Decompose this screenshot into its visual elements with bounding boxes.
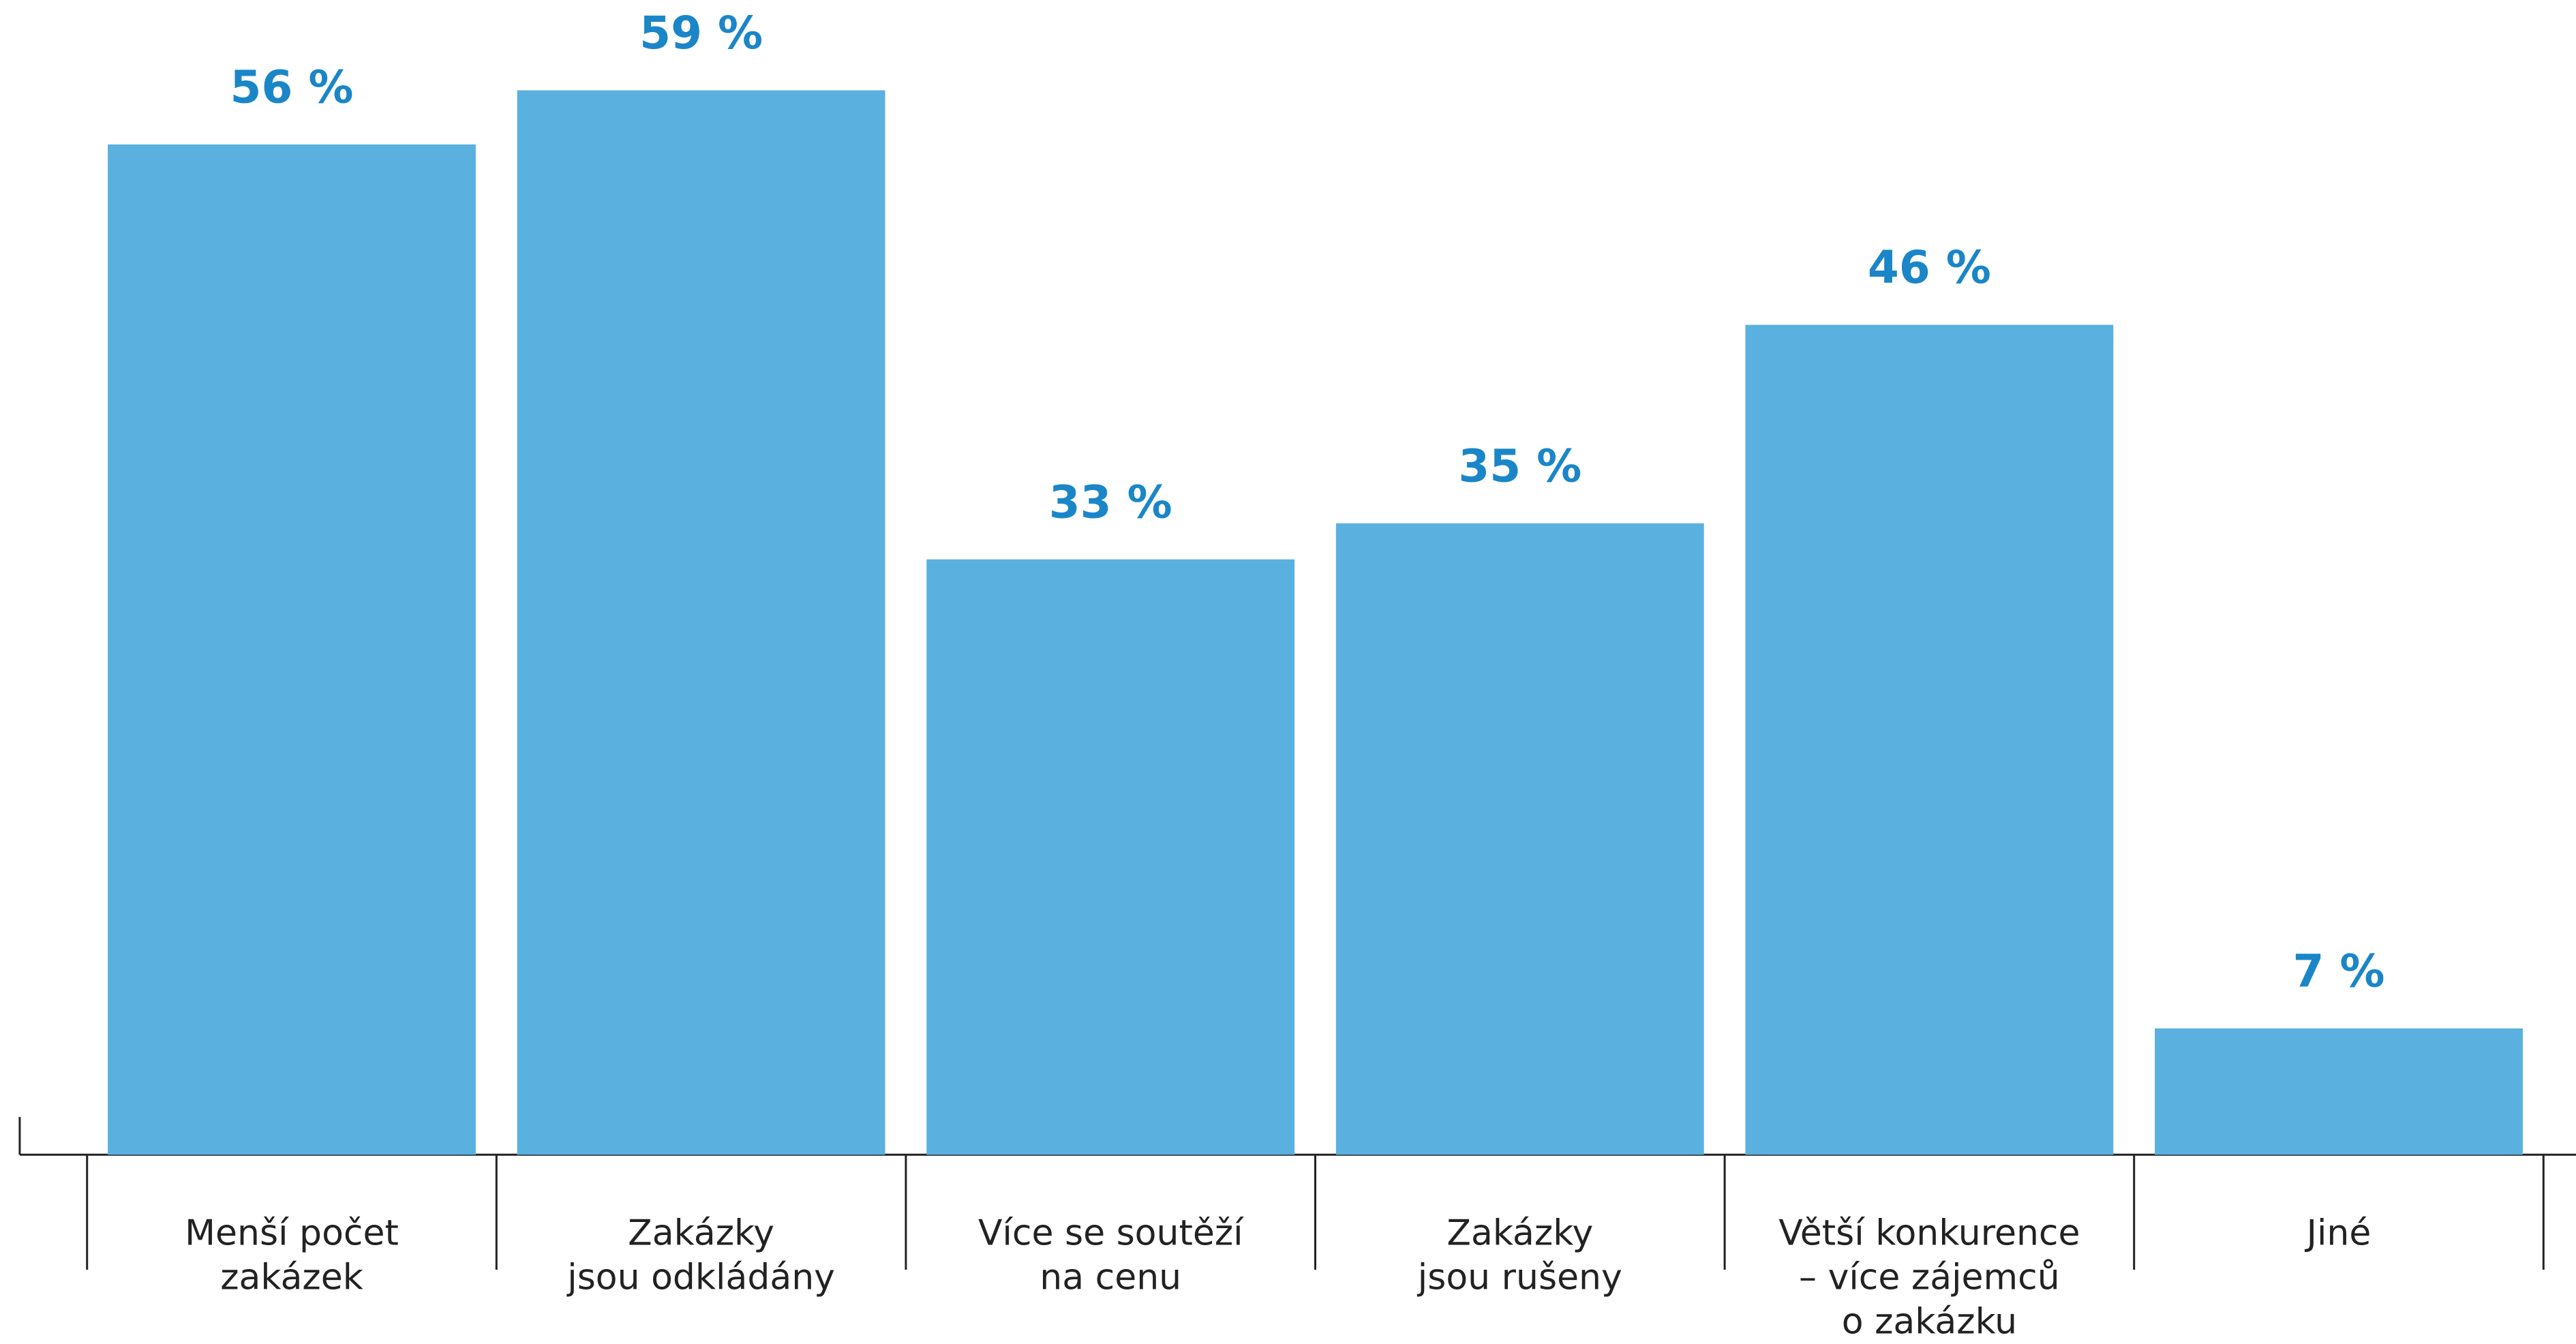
value-label: 59 % xyxy=(639,7,763,59)
value-label: 56 % xyxy=(230,61,354,113)
value-label: 7 % xyxy=(2292,945,2384,998)
value-label: 46 % xyxy=(1868,241,1991,294)
x-tick-label-line: Zakázky xyxy=(628,1212,774,1253)
x-tick-label: Zakázky jsou rušeny xyxy=(1417,1212,1622,1298)
x-tick-label-line: zakázek xyxy=(220,1257,363,1298)
x-tick-label-line: jsou rušeny xyxy=(1417,1257,1622,1298)
x-tick-label-line: Více se soutěží xyxy=(978,1212,1244,1253)
x-tick-label-line: Jiné xyxy=(2305,1212,2372,1253)
bar xyxy=(517,90,885,1155)
bar xyxy=(1745,324,2114,1155)
value-label: 35 % xyxy=(1458,440,1581,492)
x-tick-label-line: Zakázky xyxy=(1446,1212,1593,1253)
x-tick-label-line: – více zájemců xyxy=(1799,1257,2060,1298)
x-tick-label: Menší počet zakázek xyxy=(185,1212,399,1298)
x-tick-label: Zakázky jsou odkládány xyxy=(566,1212,835,1298)
bar xyxy=(1335,523,1704,1155)
x-tick-label: Větší konkurence – více zájemců o zakázku xyxy=(1778,1212,2080,1342)
x-tick-label-line: na cenu xyxy=(1040,1257,1181,1298)
x-tick-label: Více se soutěží na cenu xyxy=(978,1212,1244,1298)
x-tick-label-line: Větší konkurence xyxy=(1778,1212,2080,1253)
value-label: 33 % xyxy=(1049,476,1172,528)
bar xyxy=(108,144,476,1155)
x-tick-label-line: jsou odkládány xyxy=(566,1257,835,1298)
bar xyxy=(2155,1028,2523,1155)
x-tick-label: Jiné xyxy=(2305,1212,2372,1253)
x-tick-label-line: Menší počet xyxy=(185,1212,399,1253)
bar xyxy=(926,559,1295,1155)
x-tick-label-line: o zakázku xyxy=(1842,1302,2017,1343)
